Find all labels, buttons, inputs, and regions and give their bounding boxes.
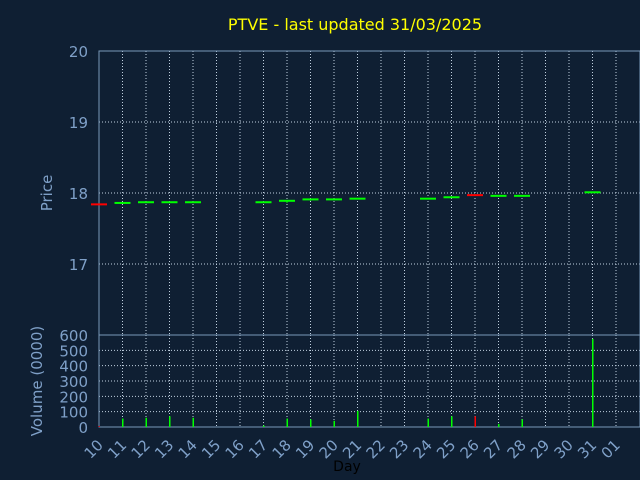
price-candle	[138, 201, 154, 204]
x-tick-label: 29	[527, 436, 553, 462]
price-grid	[99, 51, 640, 335]
price-y-tick-labels: 17 18 19 20	[69, 43, 88, 274]
x-tick-label: 28	[504, 436, 530, 462]
volume-bar	[333, 420, 335, 427]
x-tick-label: 25	[433, 436, 459, 462]
price-candle	[302, 198, 319, 201]
volume-bars	[98, 338, 594, 427]
x-tick-label: 01	[598, 436, 624, 462]
x-tick-label: 13	[151, 436, 177, 462]
volume-bar	[263, 425, 265, 427]
price-candle	[161, 201, 178, 204]
x-tick-label: 26	[457, 436, 483, 462]
x-tick-label: 15	[198, 436, 224, 462]
price-y-tick-label: 18	[69, 185, 88, 203]
volume-bar	[98, 426, 100, 427]
volume-bar	[474, 416, 476, 427]
volume-bar	[498, 423, 500, 427]
volume-bar	[521, 419, 523, 427]
price-candle	[514, 194, 530, 197]
price-candle	[490, 194, 507, 197]
price-candle	[420, 197, 436, 200]
price-candle	[326, 198, 342, 201]
price-candle	[467, 194, 483, 197]
volume-bar	[192, 417, 194, 427]
price-y-tick-label: 19	[69, 114, 88, 132]
price-candle	[349, 197, 366, 200]
x-tick-label: 10	[81, 436, 107, 462]
price-axis-label: Price	[38, 175, 56, 212]
volume-y-tick-label: 300	[59, 373, 88, 391]
x-tick-label: 19	[292, 436, 318, 462]
price-panel: 17 18 19 20 Price	[38, 43, 640, 336]
x-tick-label: 18	[269, 436, 295, 462]
x-tick-label: 31	[574, 436, 600, 462]
price-candle	[584, 191, 601, 194]
volume-y-tick-label: 400	[59, 358, 88, 376]
price-candle	[185, 201, 201, 204]
volume-bar	[286, 418, 288, 427]
price-y-tick-label: 17	[69, 256, 88, 274]
volume-y-tick-label: 0	[78, 419, 88, 437]
x-tick-label: 30	[551, 436, 577, 462]
price-candle	[114, 201, 131, 204]
x-tick-label: 24	[410, 436, 436, 462]
volume-bar	[122, 418, 124, 427]
x-tick-label: 23	[386, 436, 412, 462]
volume-bar	[427, 418, 429, 427]
volume-bar	[145, 417, 147, 427]
x-tick-label: 14	[175, 436, 201, 462]
volume-y-tick-label: 600	[59, 327, 88, 345]
volume-bar	[310, 419, 312, 427]
volume-panel-frame	[98, 334, 640, 428]
price-candles	[91, 191, 601, 206]
x-tick-label: 16	[222, 436, 248, 462]
volume-bar	[357, 410, 359, 427]
price-candle	[91, 203, 107, 206]
price-candle	[279, 199, 295, 202]
x-tick-label: 11	[104, 436, 130, 462]
chart-title: PTVE - last updated 31/03/2025	[228, 15, 482, 34]
volume-bar	[451, 416, 453, 427]
volume-axis-label: Volume (0000)	[28, 326, 46, 436]
x-axis-label: Day	[333, 459, 361, 475]
volume-y-tick-label: 100	[59, 404, 88, 422]
price-candle	[443, 196, 460, 199]
x-tick-label: 27	[480, 436, 506, 462]
price-y-tick-label: 20	[69, 43, 88, 61]
volume-grid	[99, 335, 640, 427]
volume-bar	[169, 416, 171, 427]
x-tick-label: 17	[245, 436, 271, 462]
volume-y-tick-label: 200	[59, 388, 88, 406]
price-candle	[255, 201, 272, 204]
volume-bar	[592, 338, 594, 427]
volume-y-tick-label: 500	[59, 342, 88, 360]
x-tick-label: 22	[363, 436, 389, 462]
x-tick-label: 12	[128, 436, 154, 462]
